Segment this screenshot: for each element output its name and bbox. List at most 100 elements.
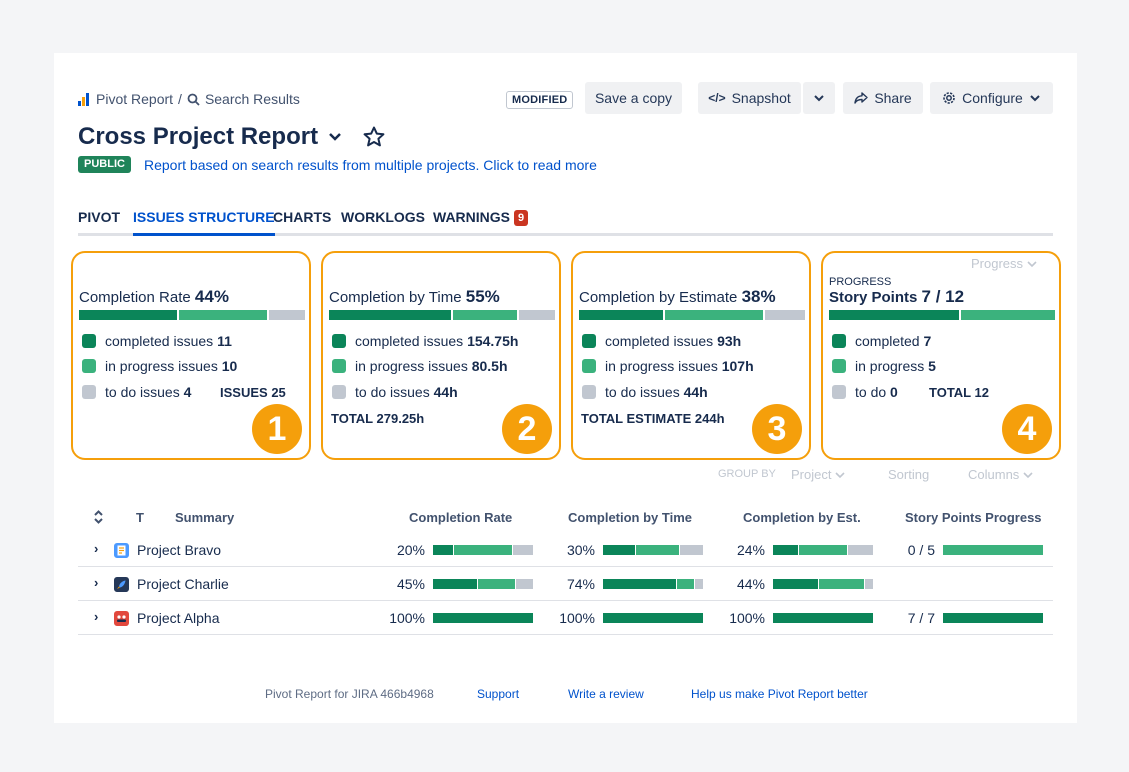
type-column-header[interactable]: T (136, 510, 144, 525)
legend-in-progress: in progress issues 10 (82, 358, 237, 374)
legend-label: completed issues (355, 333, 464, 349)
card-title: Completion Rate 44% (79, 287, 229, 307)
configure-button[interactable]: Configure (930, 82, 1053, 114)
completion-rate-bar (433, 579, 533, 589)
legend-label: in progress issues (605, 358, 718, 374)
chevron-down-icon (1023, 472, 1033, 479)
total-label: TOTAL (929, 385, 971, 400)
completed-segment (829, 310, 959, 320)
table-row[interactable]: › Project Charlie 45% 74% 44% (78, 567, 1053, 601)
project-name[interactable]: Project Charlie (137, 576, 229, 592)
legend-label: to do (855, 384, 887, 400)
snapshot-button[interactable]: </> Snapshot (698, 82, 801, 114)
in-progress-swatch (582, 359, 596, 373)
card-total: TOTAL 279.25h (331, 411, 424, 426)
completion-by-time-card: Completion by Time 55% completed issues … (321, 251, 561, 460)
breadcrumb-separator: / (178, 91, 182, 107)
tab-pivot[interactable]: PIVOT (78, 209, 121, 225)
tab-charts[interactable]: CHARTS (273, 209, 332, 225)
summary-column-header[interactable]: Summary (175, 510, 235, 525)
breadcrumb-app-link[interactable]: Pivot Report (96, 91, 174, 107)
feedback-link[interactable]: Help us make Pivot Report better (691, 687, 868, 701)
completion-time-bar (603, 545, 703, 555)
group-by-value: Project (791, 467, 832, 482)
table-row[interactable]: › Project Alpha 100% 100% 100% 7 / 7 (78, 601, 1053, 635)
story-points-value: 7 / 7 (907, 610, 935, 626)
group-by-dropdown[interactable]: Project (791, 467, 845, 482)
table-row[interactable]: › Project Bravo 20% 30% 24% 0 / 5 (78, 533, 1053, 567)
expand-row-icon[interactable]: › (94, 609, 99, 624)
total-value: 25 (271, 385, 286, 400)
report-description-link[interactable]: Report based on search results from mult… (144, 157, 597, 173)
in-progress-segment (943, 545, 1043, 555)
legend-value: 7 (923, 333, 932, 349)
completion-time-bar (603, 613, 703, 623)
breadcrumb-current-page[interactable]: Search Results (204, 91, 300, 107)
star-icon[interactable] (362, 125, 386, 149)
footer-product-version: Pivot Report for JIRA 466b4968 (265, 687, 434, 701)
tab-warnings-label: WARNINGS (433, 209, 510, 225)
completion-rate-value: 100% (389, 610, 425, 626)
completion-time-bar (603, 579, 703, 589)
code-icon: </> (708, 91, 726, 105)
total-label: ISSUES (220, 385, 268, 400)
completion-rate-column-header[interactable]: Completion Rate (409, 510, 513, 525)
legend-to-do: to do issues 44h (582, 384, 708, 400)
project-bravo-icon (114, 543, 129, 558)
completed-swatch (82, 334, 96, 348)
stacked-progress-bar (579, 310, 805, 320)
chevron-down-icon[interactable] (328, 132, 342, 142)
completion-est-bar (773, 545, 873, 555)
expand-row-icon[interactable]: › (94, 541, 99, 556)
report-panel: Pivot Report / Search Results MODIFIED S… (54, 53, 1077, 723)
to-do-swatch (332, 385, 346, 399)
progress-dropdown[interactable]: Progress (971, 256, 1037, 271)
total-value: 12 (974, 385, 989, 400)
share-button[interactable]: Share (843, 82, 923, 114)
project-name[interactable]: Project Bravo (137, 542, 222, 558)
card-title: Story Points 7 / 12 (829, 287, 964, 307)
project-name[interactable]: Project Alpha (137, 610, 220, 626)
completion-time-value: 100% (559, 610, 595, 626)
card-title: Completion by Estimate 38% (579, 287, 776, 307)
story-points-progress-column-header[interactable]: Story Points Progress (905, 510, 1042, 525)
chevron-down-icon (835, 472, 845, 479)
completion-rate-value: 45% (396, 576, 425, 592)
card-value: 7 / 12 (921, 287, 965, 306)
completion-est-bar (773, 613, 873, 623)
expand-collapse-all-icon[interactable] (93, 510, 104, 524)
save-copy-button[interactable]: Save a copy (585, 82, 682, 114)
expand-row-icon[interactable]: › (94, 575, 99, 590)
warnings-count-badge: 9 (514, 210, 529, 226)
support-link[interactable]: Support (477, 687, 520, 701)
legend-value: 4 (183, 384, 192, 400)
snapshot-dropdown-button[interactable] (803, 82, 835, 114)
completion-rate-bar (433, 545, 533, 555)
card-title: Completion by Time 55% (329, 287, 500, 307)
callout-number-badge: 2 (502, 404, 552, 454)
legend-value: 80.5h (471, 358, 508, 374)
save-copy-label: Save a copy (594, 90, 673, 106)
in-progress-segment (676, 579, 695, 589)
story-points-value: 0 / 5 (907, 542, 935, 558)
tab-warnings[interactable]: WARNINGS 9 (433, 209, 529, 236)
legend-value: 44h (683, 384, 708, 400)
completion-by-time-column-header[interactable]: Completion by Time (568, 510, 692, 525)
legend-in-progress: in progress issues 107h (582, 358, 754, 374)
completed-segment (603, 545, 636, 555)
to-do-segment (516, 579, 533, 589)
completed-swatch (332, 334, 346, 348)
completion-est-value: 24% (736, 542, 765, 558)
sorting-button[interactable]: Sorting (888, 467, 930, 482)
completion-by-est-column-header[interactable]: Completion by Est. (743, 510, 861, 525)
tab-issues-structure[interactable]: ISSUES STRUCTURE (133, 209, 275, 236)
card-title-label: Story Points (829, 289, 918, 306)
write-review-link[interactable]: Write a review (568, 687, 644, 701)
completion-rate-value: 20% (396, 542, 425, 558)
stacked-progress-bar (79, 310, 305, 320)
card-value: 55% (465, 287, 500, 306)
tab-worklogs[interactable]: WORKLOGS (341, 209, 425, 225)
columns-dropdown[interactable]: Columns (968, 467, 1033, 482)
legend-value: 107h (721, 358, 754, 374)
completed-swatch (832, 334, 846, 348)
